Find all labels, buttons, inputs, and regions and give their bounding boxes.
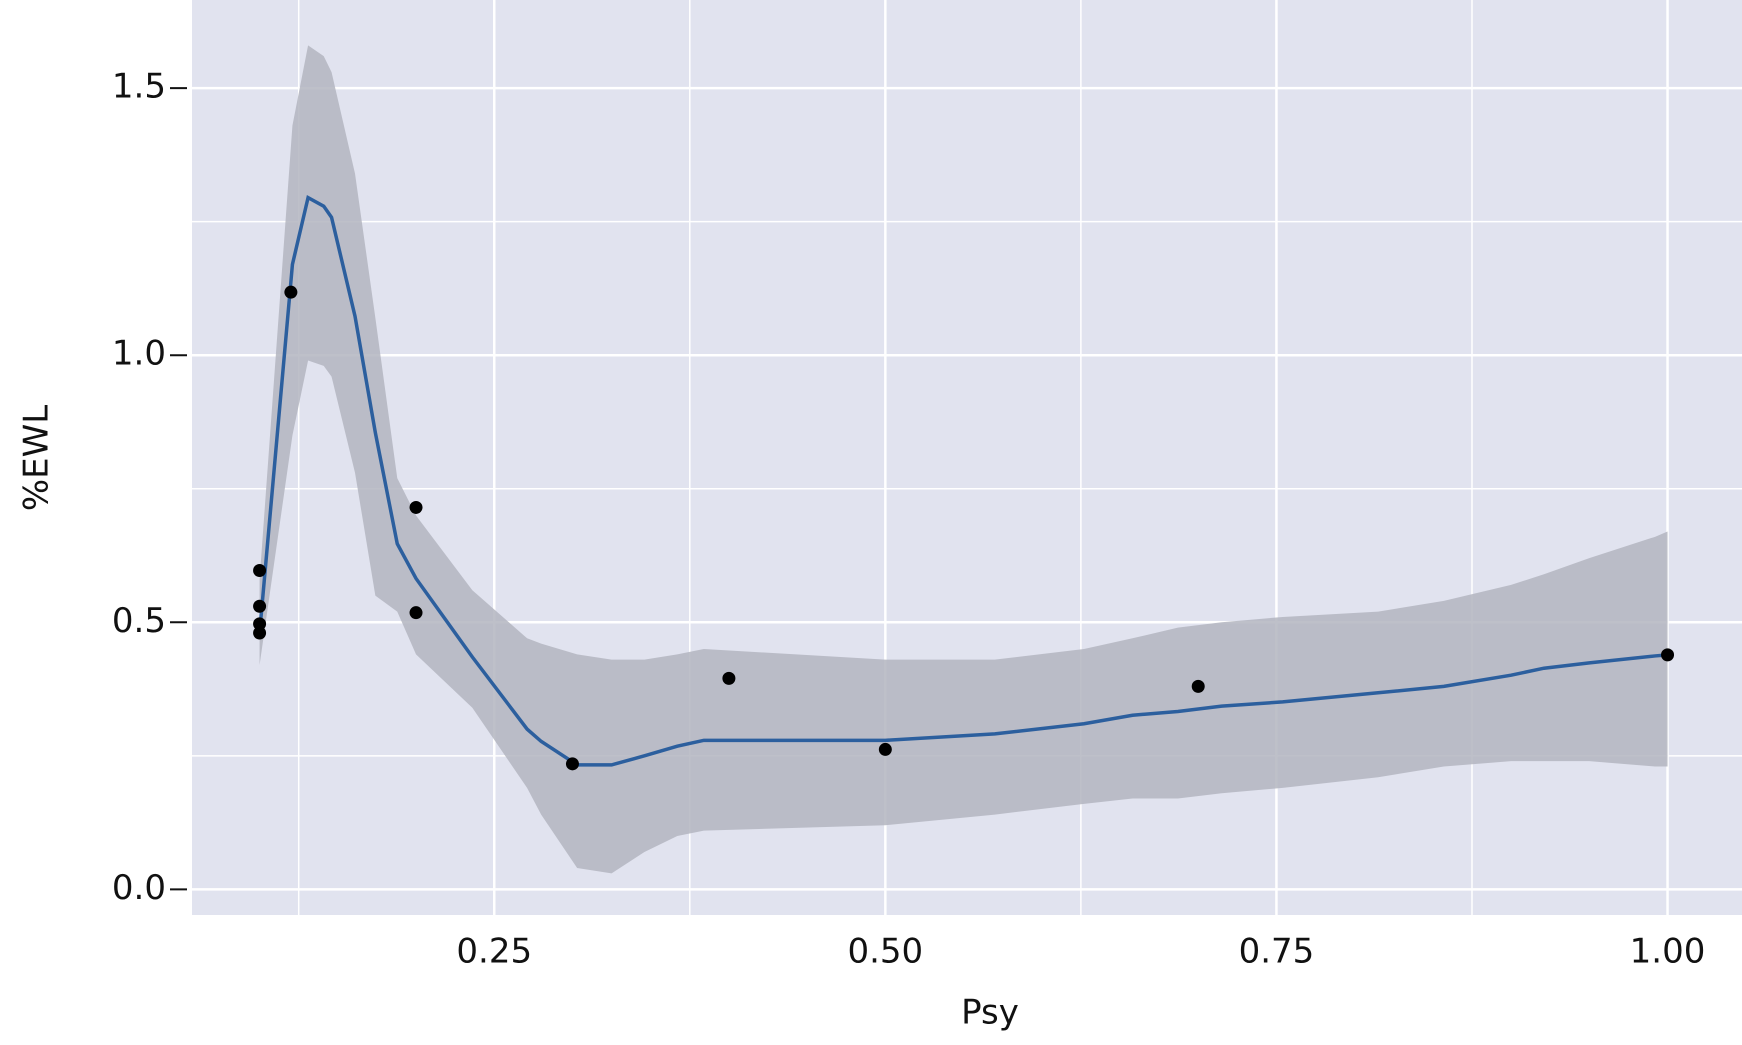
y-tick-label: 0.0 (112, 868, 166, 908)
x-tick-label: 0.50 (847, 932, 923, 972)
point (253, 563, 267, 577)
point (1661, 648, 1675, 662)
point (1191, 679, 1205, 693)
y-tick-label: 1.5 (112, 67, 166, 107)
point (253, 599, 267, 613)
y-tick-label: 0.5 (112, 601, 166, 641)
x-tick-label: 0.25 (456, 932, 532, 972)
point (284, 285, 298, 299)
point (253, 626, 267, 640)
x-axis-title: Psy (961, 993, 1019, 1033)
point (409, 606, 423, 620)
smooth-line (257, 194, 1668, 767)
point (722, 671, 736, 685)
point (409, 500, 423, 514)
y-tick-label: 1.0 (112, 334, 166, 374)
point (878, 742, 892, 756)
point (253, 617, 267, 631)
confidence-band (259, 45, 1668, 874)
x-tick-label: 0.75 (1239, 932, 1315, 972)
y-axis-title: %EWL (17, 405, 57, 511)
x-tick-label: 1.00 (1630, 932, 1706, 972)
point (565, 757, 579, 771)
